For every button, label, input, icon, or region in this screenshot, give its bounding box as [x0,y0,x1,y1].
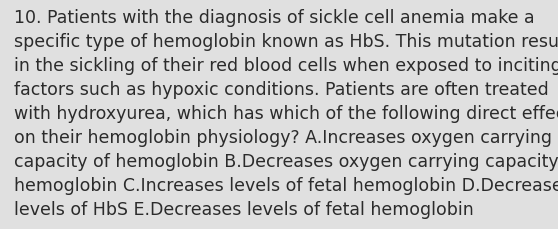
Text: in the sickling of their red blood cells when exposed to inciting: in the sickling of their red blood cells… [14,57,558,75]
Text: specific type of hemoglobin known as HbS. This mutation results: specific type of hemoglobin known as HbS… [14,33,558,51]
Text: capacity of hemoglobin B.Decreases oxygen carrying capacity of: capacity of hemoglobin B.Decreases oxyge… [14,152,558,170]
Text: with hydroxyurea, which has which of the following direct effects: with hydroxyurea, which has which of the… [14,104,558,122]
Text: on their hemoglobin physiology? A.Increases oxygen carrying: on their hemoglobin physiology? A.Increa… [14,128,552,146]
Text: factors such as hypoxic conditions. Patients are often treated: factors such as hypoxic conditions. Pati… [14,81,549,98]
Text: 10. Patients with the diagnosis of sickle cell anemia make a: 10. Patients with the diagnosis of sickl… [14,9,535,27]
Text: hemoglobin C.Increases levels of fetal hemoglobin D.Decreases: hemoglobin C.Increases levels of fetal h… [14,176,558,194]
Text: levels of HbS E.Decreases levels of fetal hemoglobin: levels of HbS E.Decreases levels of feta… [14,200,474,218]
